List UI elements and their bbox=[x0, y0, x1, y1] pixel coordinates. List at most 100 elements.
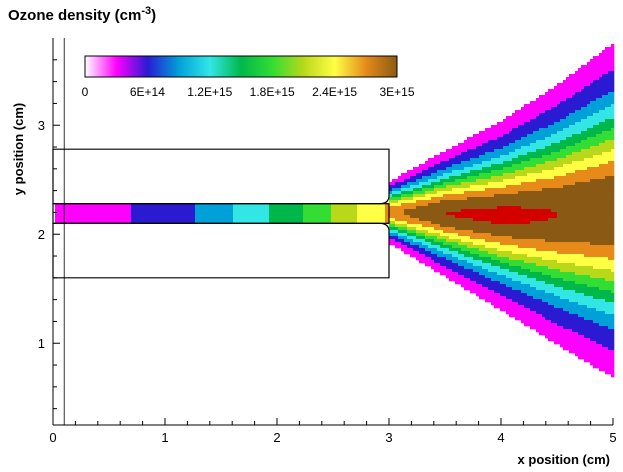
field-cell bbox=[590, 257, 594, 261]
field-cell bbox=[611, 314, 615, 318]
field-cell bbox=[560, 113, 564, 117]
field-cell bbox=[389, 221, 393, 225]
field-cell bbox=[569, 206, 573, 210]
field-cell bbox=[425, 161, 429, 165]
field-cell bbox=[545, 200, 549, 204]
field-cell bbox=[611, 167, 615, 171]
field-cell bbox=[578, 74, 582, 78]
field-cell bbox=[587, 155, 591, 159]
field-cell bbox=[512, 263, 516, 267]
field-cell bbox=[404, 203, 408, 207]
field-cell bbox=[584, 65, 588, 69]
field-cell bbox=[569, 287, 573, 291]
field-cell bbox=[554, 203, 558, 207]
field-cell bbox=[413, 182, 417, 186]
field-cell bbox=[590, 65, 594, 69]
field-cell bbox=[581, 224, 585, 228]
field-cell bbox=[560, 326, 564, 330]
field-cell bbox=[431, 191, 435, 195]
field-cell bbox=[527, 206, 531, 210]
field-cell bbox=[413, 209, 417, 213]
field-cell bbox=[476, 185, 480, 189]
field-cell bbox=[527, 323, 531, 327]
field-cell bbox=[410, 218, 414, 222]
field-cell bbox=[611, 251, 615, 255]
field-cell bbox=[437, 251, 441, 255]
field-cell bbox=[554, 311, 558, 315]
field-cell bbox=[599, 320, 603, 324]
field-cell bbox=[593, 350, 597, 354]
field-cell bbox=[539, 281, 543, 285]
field-cell bbox=[581, 215, 585, 219]
field-cell bbox=[554, 224, 558, 228]
field-cell bbox=[539, 239, 543, 243]
field-cell bbox=[578, 311, 582, 315]
field-cell bbox=[413, 251, 417, 255]
field-cell bbox=[584, 104, 588, 108]
field-cell bbox=[506, 290, 510, 294]
field-cell bbox=[599, 149, 603, 153]
field-cell bbox=[530, 119, 534, 123]
field-cell bbox=[515, 110, 519, 114]
field-cell bbox=[494, 272, 498, 276]
field-cell bbox=[461, 260, 465, 264]
field-cell bbox=[602, 101, 606, 105]
field-cell bbox=[560, 296, 564, 300]
field-cell bbox=[599, 263, 603, 267]
field-cell bbox=[584, 134, 588, 138]
field-cell bbox=[596, 248, 600, 252]
field-cell bbox=[398, 188, 402, 192]
field-cell bbox=[587, 104, 591, 108]
field-cell bbox=[533, 218, 537, 222]
field-cell bbox=[506, 221, 510, 225]
field-cell bbox=[533, 278, 537, 282]
field-cell bbox=[569, 269, 573, 273]
field-cell bbox=[536, 179, 540, 183]
field-cell bbox=[542, 110, 546, 114]
channel-cell bbox=[83, 203, 86, 224]
field-cell bbox=[596, 317, 600, 321]
field-cell bbox=[440, 263, 444, 267]
field-cell bbox=[500, 305, 504, 309]
field-cell bbox=[458, 260, 462, 264]
field-cell bbox=[449, 176, 453, 180]
field-cell bbox=[566, 272, 570, 276]
field-cell bbox=[581, 68, 585, 72]
field-cell bbox=[464, 170, 468, 174]
field-cell bbox=[404, 239, 408, 243]
field-cell bbox=[578, 143, 582, 147]
field-cell bbox=[533, 176, 537, 180]
field-cell bbox=[458, 215, 462, 219]
field-cell bbox=[488, 230, 492, 234]
field-cell bbox=[581, 149, 585, 153]
field-cell bbox=[521, 173, 525, 177]
field-cell bbox=[557, 215, 561, 219]
field-cell bbox=[566, 194, 570, 198]
field-cell bbox=[578, 89, 582, 93]
field-cell bbox=[566, 176, 570, 180]
field-cell bbox=[485, 242, 489, 246]
field-cell bbox=[455, 224, 459, 228]
field-cell bbox=[542, 302, 546, 306]
field-cell bbox=[530, 293, 534, 297]
field-cell bbox=[602, 98, 606, 102]
field-cell bbox=[569, 134, 573, 138]
field-cell bbox=[467, 197, 471, 201]
field-cell bbox=[539, 296, 543, 300]
field-cell bbox=[539, 173, 543, 177]
field-cell bbox=[548, 104, 552, 108]
field-cell bbox=[554, 242, 558, 246]
field-cell bbox=[602, 86, 606, 90]
field-cell bbox=[410, 248, 414, 252]
field-cell bbox=[464, 206, 468, 210]
field-cell bbox=[527, 320, 531, 324]
field-cell bbox=[593, 95, 597, 99]
field-cell bbox=[470, 209, 474, 213]
field-cell bbox=[485, 296, 489, 300]
field-cell bbox=[590, 353, 594, 357]
field-cell bbox=[554, 302, 558, 306]
field-cell bbox=[413, 245, 417, 249]
field-cell bbox=[563, 281, 567, 285]
field-cell bbox=[584, 206, 588, 210]
field-cell bbox=[590, 176, 594, 180]
